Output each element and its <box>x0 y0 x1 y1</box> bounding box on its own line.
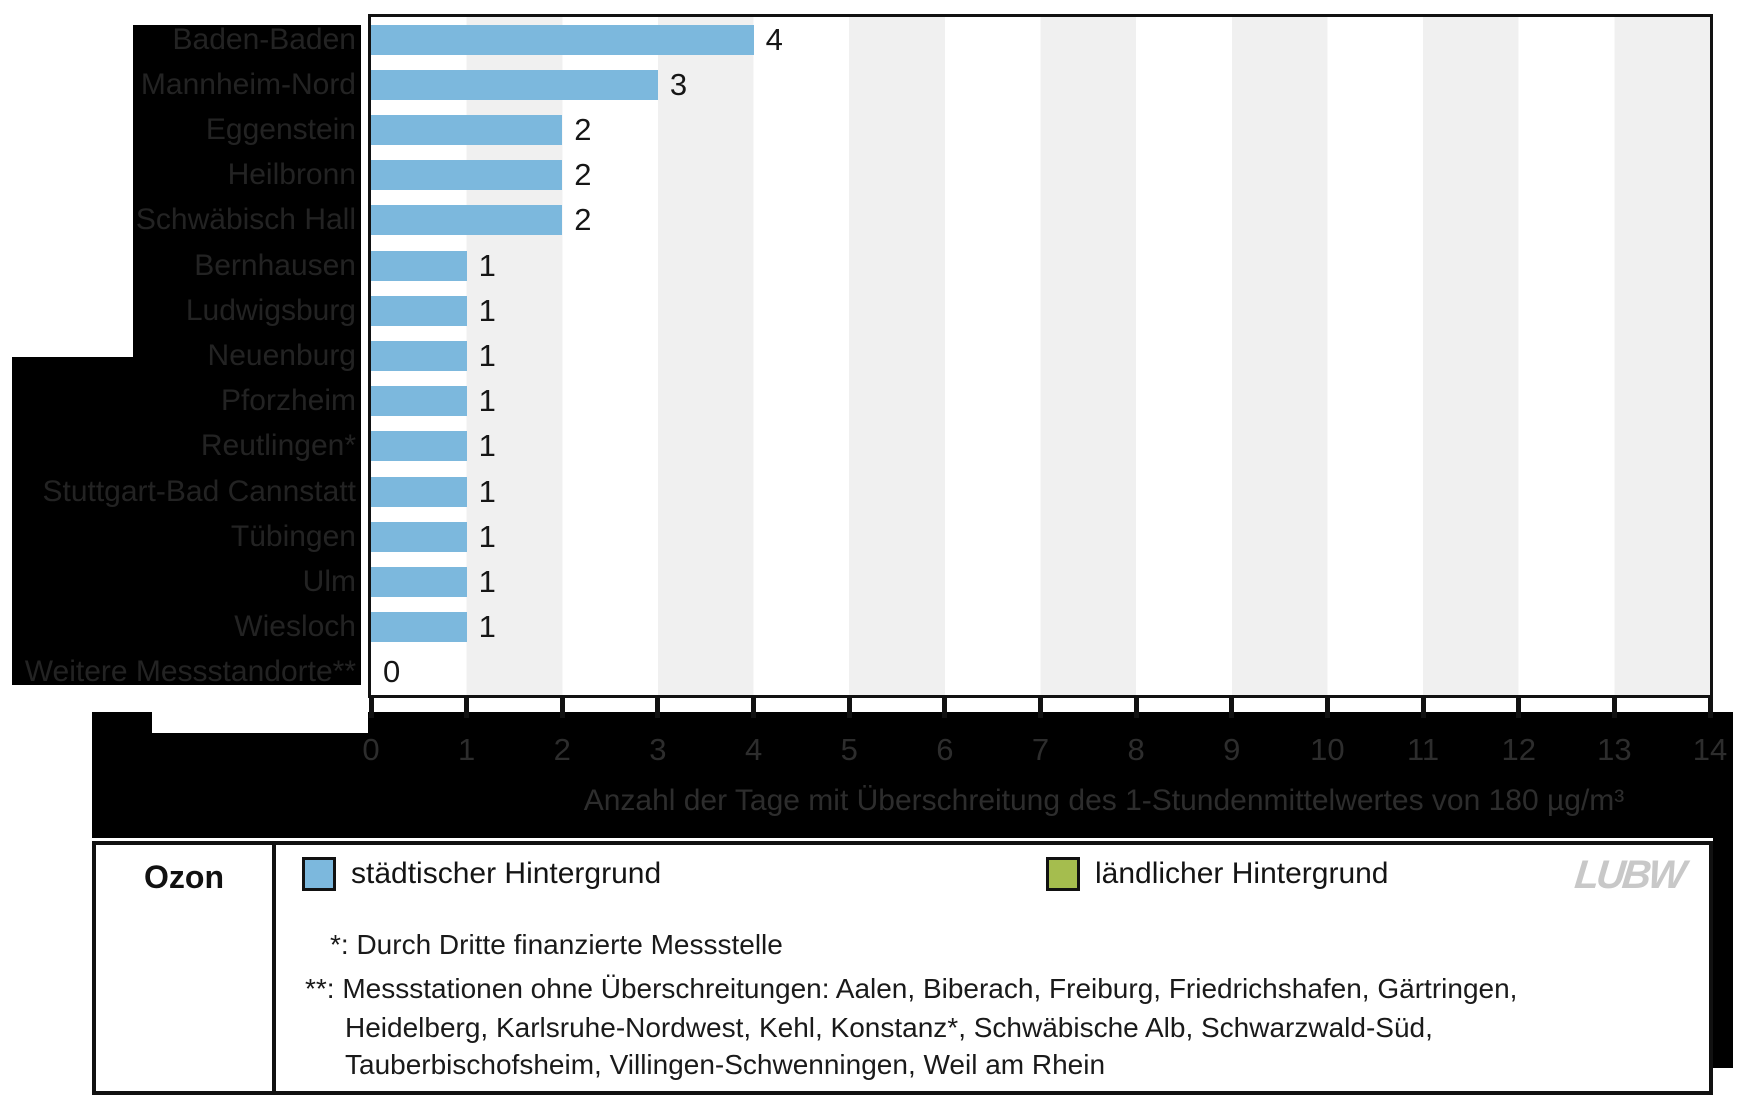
y-axis-label: Ludwigsburg <box>185 293 356 327</box>
x-tick-mark <box>655 698 661 718</box>
y-axis-label: Neuenburg <box>207 339 356 372</box>
bar-value-label: 1 <box>478 247 496 283</box>
y-axis-label: Reutlingen* <box>200 429 356 463</box>
x-tick-label: 12 <box>1501 732 1536 767</box>
legend-item-rural: ländlicher Hintergrund <box>1046 857 1389 891</box>
bar-value-label: 1 <box>478 338 496 373</box>
bar-value-label: 1 <box>478 518 496 554</box>
x-tick-mark <box>1038 698 1043 718</box>
x-tick-label: 2 <box>553 732 571 767</box>
y-axis-label: Weitere Messstandorte** <box>24 655 356 689</box>
bar <box>371 476 467 507</box>
legend-divider <box>272 845 276 1091</box>
lubw-logo: LUBW <box>1572 853 1686 897</box>
x-tick-label: 6 <box>936 732 954 767</box>
bar-value-label: 1 <box>478 609 496 645</box>
x-tick-label: 7 <box>1031 732 1050 767</box>
x-axis-band <box>92 712 1733 838</box>
y-axis-label: Bernhausen <box>194 248 356 282</box>
x-tick-mark <box>1611 698 1617 718</box>
bar <box>371 115 563 145</box>
bar <box>371 160 563 191</box>
bar-value-label: 2 <box>574 157 592 193</box>
bar <box>371 69 658 100</box>
bar-value-label: 4 <box>765 21 783 57</box>
urban-color-swatch <box>302 857 336 891</box>
x-tick-label: 4 <box>744 732 763 767</box>
x-tick-label: 9 <box>1223 732 1241 767</box>
x-tick-label: 1 <box>458 732 476 767</box>
bar-value-label: 1 <box>478 383 496 419</box>
x-tick-label: 0 <box>362 732 380 767</box>
y-axis-label: Tübingen <box>230 519 356 553</box>
x-tick-label: 3 <box>649 732 667 767</box>
x-tick-mark <box>1229 698 1235 718</box>
x-axis-band-notch <box>152 712 368 733</box>
bar-value-label: 1 <box>478 473 496 509</box>
y-axis-label: Mannheim-Nord <box>140 67 356 101</box>
plot-area: 4 3 2 2 2 1 1 1 1 1 1 1 1 1 0 <box>368 14 1713 698</box>
legend-box: Ozon städtischer Hintergrund ländlicher … <box>92 841 1713 1095</box>
x-tick-mark <box>1133 698 1139 718</box>
x-tick-mark <box>942 698 948 718</box>
x-tick-mark <box>464 698 470 718</box>
bar-value-label: 1 <box>478 428 496 464</box>
bar <box>371 295 467 326</box>
pollutant-label: Ozon <box>144 859 224 895</box>
x-tick-label: 10 <box>1310 732 1345 767</box>
x-tick-label: 8 <box>1127 732 1145 767</box>
x-tick-label: 14 <box>1692 732 1728 767</box>
x-tick-mark <box>846 698 852 718</box>
x-tick-mark <box>751 698 757 718</box>
urban-label: städtischer Hintergrund <box>351 857 662 890</box>
x-tick-mark <box>559 698 565 718</box>
bar <box>371 431 467 462</box>
x-tick-mark <box>368 698 374 718</box>
y-axis-label: Stuttgart-Bad Cannstatt <box>42 474 356 508</box>
bar <box>371 386 467 417</box>
y-axis-label: Eggenstein <box>205 113 356 146</box>
y-axis-label: Wiesloch <box>234 610 356 644</box>
x-axis-title: Anzahl der Tage mit Überschreitung des 1… <box>583 784 1625 817</box>
y-axis-label: Schwäbisch Hall <box>135 203 356 237</box>
bar-value-label: 1 <box>478 292 496 328</box>
bar <box>371 250 467 281</box>
x-tick-label: 11 <box>1406 732 1440 767</box>
bar <box>371 24 754 55</box>
footnote-doublestar-line1: **: Messstationen ohne Überschreitungen:… <box>305 973 1518 1004</box>
label-panel-bottom <box>12 357 361 685</box>
footnote-doublestar-line3: Tauberbischofsheim, Villingen-Schwenning… <box>345 1049 1106 1080</box>
y-axis-label: Pforzheim <box>220 384 356 418</box>
bar <box>371 567 467 597</box>
footnote-doublestar-line2: Heidelberg, Karlsruhe-Nordwest, Kehl, Ko… <box>345 1012 1433 1043</box>
x-tick-label: 13 <box>1597 732 1632 767</box>
bar <box>371 341 467 371</box>
bar <box>371 612 467 643</box>
bar-value-label: 2 <box>574 112 592 147</box>
footnote-star: *: Durch Dritte finanzierte Messstelle <box>330 929 783 960</box>
y-axis-label: Baden-Baden <box>172 22 357 56</box>
x-tick-mark <box>1516 698 1522 718</box>
x-tick-mark <box>1420 698 1426 718</box>
x-tick-mark <box>1324 698 1330 718</box>
y-axis-label: Ulm <box>302 565 356 598</box>
rural-label: ländlicher Hintergrund <box>1095 857 1389 890</box>
x-tick-mark <box>1707 698 1713 718</box>
label-panel-top <box>133 25 361 357</box>
bar-value-label: 0 <box>383 654 401 690</box>
x-tick-label: 5 <box>840 732 858 767</box>
bar-value-label: 1 <box>478 564 496 599</box>
rural-color-swatch <box>1046 857 1080 891</box>
y-axis-label: Heilbronn <box>227 158 356 192</box>
bar <box>371 521 467 552</box>
bar <box>371 205 563 236</box>
bar-value-label: 2 <box>574 202 592 238</box>
bar-value-label: 3 <box>669 66 688 102</box>
legend-item-urban: städtischer Hintergrund <box>302 857 661 891</box>
right-black-strip <box>1713 838 1733 1068</box>
